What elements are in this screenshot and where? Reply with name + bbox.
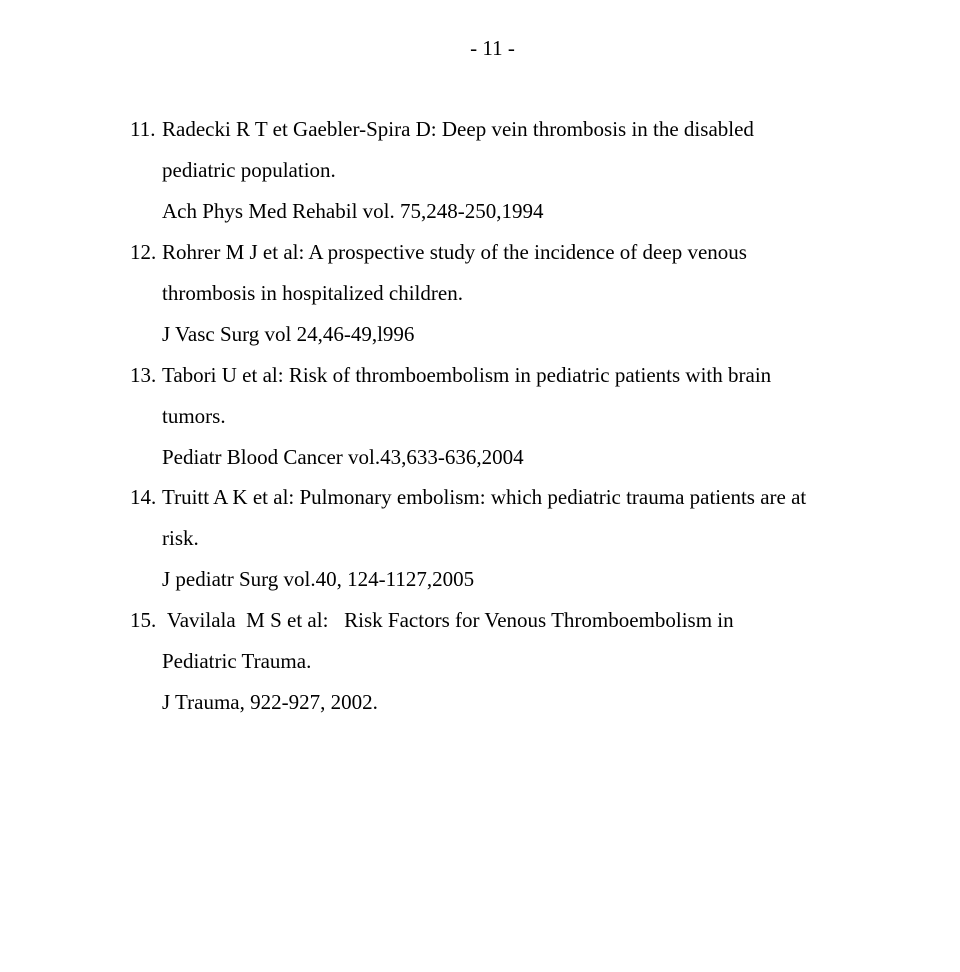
reference-line: tumors.	[162, 396, 855, 437]
reference-item: 13. Tabori U et al: Risk of thromboembol…	[130, 355, 855, 478]
reference-number: 15.	[130, 600, 162, 641]
reference-line: Vavilala M S et al: Risk Factors for Ven…	[162, 600, 855, 641]
reference-number: 12.	[130, 232, 162, 273]
reference-line: Ach Phys Med Rehabil vol. 75,248-250,199…	[162, 191, 855, 232]
reference-line: Radecki R T et Gaebler-Spira D: Deep vei…	[162, 109, 855, 150]
reference-line: Truitt A K et al: Pulmonary embolism: wh…	[162, 477, 855, 518]
reference-line: J pediatr Surg vol.40, 124-1127,2005	[162, 559, 855, 600]
reference-line: Rohrer M J et al: A prospective study of…	[162, 232, 855, 273]
reference-body: Vavilala M S et al: Risk Factors for Ven…	[162, 600, 855, 723]
reference-body: Truitt A K et al: Pulmonary embolism: wh…	[162, 477, 855, 600]
reference-item: 11. Radecki R T et Gaebler-Spira D: Deep…	[130, 109, 855, 232]
reference-number: 11.	[130, 109, 162, 150]
reference-line: pediatric population.	[162, 150, 855, 191]
page-container: - 11 - 11. Radecki R T et Gaebler-Spira …	[0, 0, 960, 972]
reference-body: Rohrer M J et al: A prospective study of…	[162, 232, 855, 355]
reference-line: J Trauma, 922-927, 2002.	[162, 682, 855, 723]
reference-line: thrombosis in hospitalized children.	[162, 273, 855, 314]
reference-number: 13.	[130, 355, 162, 396]
reference-item: 15. Vavilala M S et al: Risk Factors for…	[130, 600, 855, 723]
reference-line: Pediatr Blood Cancer vol.43,633-636,2004	[162, 437, 855, 478]
reference-body: Tabori U et al: Risk of thromboembolism …	[162, 355, 855, 478]
reference-line: J Vasc Surg vol 24,46-49,l996	[162, 314, 855, 355]
reference-body: Radecki R T et Gaebler-Spira D: Deep vei…	[162, 109, 855, 232]
page-number: - 11 -	[130, 36, 855, 61]
references-list: 11. Radecki R T et Gaebler-Spira D: Deep…	[130, 109, 855, 723]
reference-line: risk.	[162, 518, 855, 559]
reference-item: 12. Rohrer M J et al: A prospective stud…	[130, 232, 855, 355]
reference-line: Pediatric Trauma.	[162, 641, 855, 682]
reference-number: 14.	[130, 477, 162, 518]
reference-line: Tabori U et al: Risk of thromboembolism …	[162, 355, 855, 396]
reference-item: 14. Truitt A K et al: Pulmonary embolism…	[130, 477, 855, 600]
